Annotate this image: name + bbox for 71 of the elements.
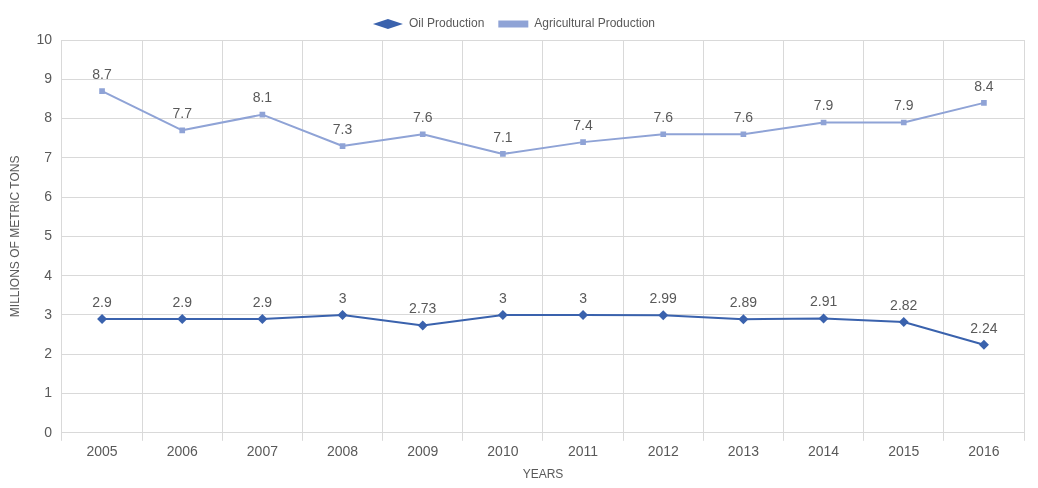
point [818, 313, 829, 324]
y-tick-label: 6 [44, 187, 53, 204]
legend-label: Agricultural Production [534, 16, 656, 31]
data-label: 2.99 [649, 290, 678, 307]
point [981, 100, 987, 106]
data-label: 3 [499, 289, 507, 306]
point [978, 339, 989, 350]
data-label: 3 [579, 289, 588, 306]
point [339, 143, 346, 149]
y-tick-label: 7 [44, 148, 53, 165]
data-label: 7.4 [573, 116, 594, 133]
data-label: 7.7 [172, 105, 193, 122]
point [660, 131, 667, 138]
legend-label: Oil Production [408, 16, 485, 31]
point [417, 320, 428, 331]
point [497, 309, 508, 320]
x-tick-label: 2006 [166, 443, 199, 460]
data-label: 7.9 [894, 97, 914, 114]
y-tick-label: 0 [44, 423, 53, 440]
data-label: 7.3 [332, 120, 353, 137]
y-tick-label: 10 [36, 30, 53, 47]
data-label: 2.24 [970, 319, 998, 336]
data-label: 7.1 [493, 128, 513, 145]
y-tick-label: 9 [44, 70, 53, 87]
x-tick-label: 2010 [487, 443, 519, 460]
data-label: 7.6 [413, 109, 433, 126]
point [337, 309, 348, 320]
point [179, 127, 186, 134]
x-tick-label: 2016 [968, 443, 1000, 460]
point [500, 151, 506, 157]
y-tick-label: 1 [44, 384, 53, 401]
data-label: 8.7 [92, 65, 112, 82]
x-tick-label: 2011 [568, 443, 599, 460]
data-label: 2.9 [252, 293, 273, 310]
data-label: 2.89 [729, 294, 758, 311]
point [99, 88, 105, 94]
data-label: 8.1 [252, 89, 273, 106]
x-tick-label: 2009 [407, 443, 439, 460]
x-tick-label: 2008 [326, 443, 359, 460]
data-label: 2.9 [92, 293, 112, 310]
y-tick-label: 5 [44, 227, 53, 244]
point [738, 314, 749, 325]
y-tick-label: 3 [44, 305, 53, 322]
data-label: 2.82 [890, 296, 918, 313]
data-label: 7.6 [653, 109, 674, 126]
x-tick-label: 2005 [86, 443, 118, 460]
data-label: 7.9 [813, 97, 834, 114]
data-label: 7.6 [733, 109, 754, 126]
data-label: 2.73 [409, 300, 437, 317]
point [419, 131, 426, 138]
x-tick-label: 2013 [727, 443, 760, 460]
point [740, 131, 747, 138]
x-tick-label: 2014 [808, 443, 840, 460]
y-tick-label: 2 [44, 345, 53, 362]
x-axis-title: YEARS [522, 467, 564, 482]
point [898, 317, 909, 328]
x-tick-label: 2007 [246, 443, 279, 460]
point [177, 313, 188, 324]
y-axis-title: MILLIONS OF METRIC TONS [7, 155, 22, 318]
x-tick-label: 2012 [647, 443, 680, 460]
data-label: 8.4 [974, 77, 994, 94]
point [900, 119, 907, 126]
data-label: 2.91 [809, 293, 838, 310]
data-label: 3 [338, 289, 347, 306]
y-tick-label: 4 [44, 266, 53, 283]
point [580, 139, 586, 145]
x-tick-label: 2015 [888, 443, 920, 460]
point [257, 313, 268, 324]
data-label: 2.9 [172, 293, 193, 310]
point [658, 310, 669, 321]
y-tick-label: 8 [44, 109, 53, 126]
